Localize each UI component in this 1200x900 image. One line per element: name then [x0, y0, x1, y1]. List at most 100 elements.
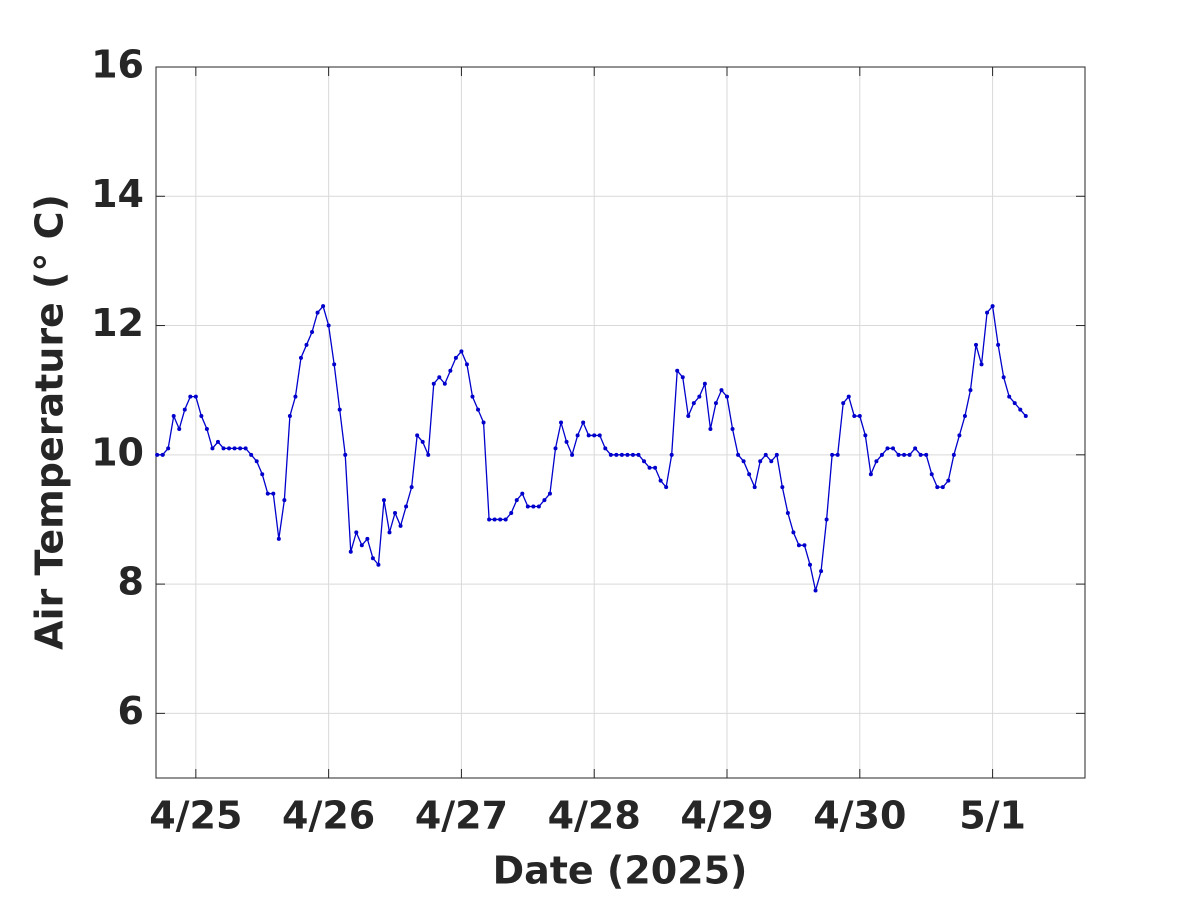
data-point	[503, 517, 508, 522]
data-point	[487, 517, 492, 522]
data-point	[215, 439, 220, 444]
data-point	[918, 452, 923, 457]
data-point	[509, 510, 514, 515]
data-point	[409, 485, 414, 490]
data-point	[453, 355, 458, 360]
data-point	[271, 491, 276, 496]
data-point	[813, 588, 818, 593]
y-tick-label: 16	[91, 43, 144, 87]
data-point	[769, 459, 774, 464]
data-point	[962, 414, 967, 419]
data-point	[996, 342, 1001, 347]
data-point	[531, 504, 536, 509]
data-point	[310, 330, 315, 335]
data-point	[857, 414, 862, 419]
data-point	[370, 556, 375, 561]
data-point	[592, 433, 597, 438]
data-point	[365, 536, 370, 541]
data-point	[819, 569, 824, 574]
data-point	[686, 414, 691, 419]
data-point	[265, 491, 270, 496]
data-point	[614, 452, 619, 457]
data-point	[691, 401, 696, 406]
data-point	[321, 304, 326, 309]
data-point	[393, 510, 398, 515]
data-point	[326, 323, 331, 328]
data-point	[182, 407, 187, 412]
data-point	[642, 459, 647, 464]
data-point	[514, 498, 519, 503]
data-point	[227, 446, 232, 451]
y-axis-label: Air Temperature (° C)	[28, 194, 72, 650]
data-point	[985, 310, 990, 315]
x-tick-label: 4/25	[149, 794, 242, 838]
data-point	[232, 446, 237, 451]
data-point	[1018, 407, 1023, 412]
data-point	[254, 459, 259, 464]
data-point	[298, 355, 303, 360]
data-point	[603, 446, 608, 451]
data-point	[348, 549, 353, 554]
data-point	[968, 388, 973, 393]
data-point	[398, 523, 403, 528]
data-point	[498, 517, 503, 522]
data-point	[420, 439, 425, 444]
data-point	[874, 459, 879, 464]
data-point	[564, 439, 569, 444]
data-point	[553, 446, 558, 451]
data-point	[907, 452, 912, 457]
data-point	[536, 504, 541, 509]
data-point	[287, 414, 292, 419]
data-point	[785, 510, 790, 515]
data-point	[730, 426, 735, 431]
data-point	[713, 401, 718, 406]
data-point	[387, 530, 392, 535]
data-point	[260, 472, 265, 477]
data-point	[841, 401, 846, 406]
data-point	[376, 562, 381, 567]
y-tick-label: 14	[91, 172, 144, 216]
data-point	[204, 426, 209, 431]
data-point	[177, 426, 182, 431]
data-point	[680, 375, 685, 380]
data-point	[492, 517, 497, 522]
data-point	[868, 472, 873, 477]
data-point	[520, 491, 525, 496]
data-point	[747, 472, 752, 477]
data-point	[791, 530, 796, 535]
data-point	[951, 452, 956, 457]
data-point	[885, 446, 890, 451]
data-point	[166, 446, 171, 451]
data-point	[1023, 414, 1028, 419]
data-point	[973, 342, 978, 347]
data-point	[1001, 375, 1006, 380]
plot-frame	[155, 66, 1086, 779]
data-point	[597, 433, 602, 438]
data-point	[725, 394, 730, 399]
data-point	[896, 452, 901, 457]
data-point	[658, 478, 663, 483]
data-point	[359, 543, 364, 548]
data-point	[940, 485, 945, 490]
x-tick-label: 4/29	[680, 794, 773, 838]
data-point	[664, 485, 669, 490]
data-point	[863, 433, 868, 438]
data-point	[426, 452, 431, 457]
y-tick-label: 6	[118, 689, 144, 733]
data-line	[157, 304, 1027, 591]
data-point	[946, 478, 951, 483]
data-point	[647, 465, 652, 470]
data-point	[481, 420, 486, 425]
data-point	[802, 543, 807, 548]
x-tick-label: 4/27	[415, 794, 508, 838]
data-point	[957, 433, 962, 438]
data-point	[752, 485, 757, 490]
data-point	[796, 543, 801, 548]
data-point	[736, 452, 741, 457]
data-point	[758, 459, 763, 464]
data-point	[575, 433, 580, 438]
data-point	[464, 362, 469, 367]
data-point	[763, 452, 768, 457]
data-point	[210, 446, 215, 451]
